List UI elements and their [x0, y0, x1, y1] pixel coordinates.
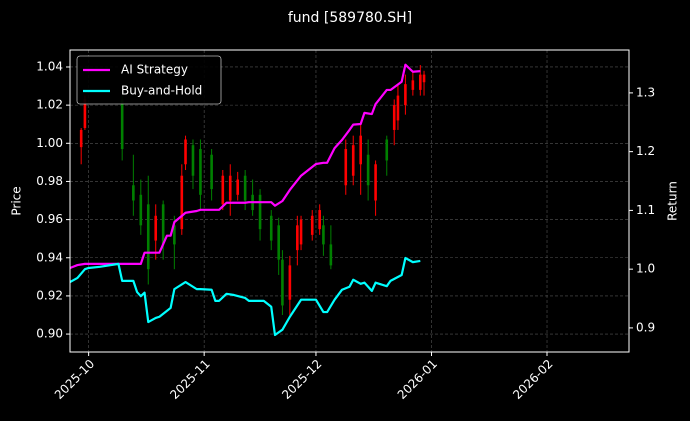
- candle-body: [184, 139, 187, 165]
- y2-tick-label: 1.2: [636, 144, 655, 158]
- candle-body: [329, 244, 333, 266]
- candle-body: [318, 210, 321, 230]
- candle-body: [404, 84, 407, 106]
- candle-body: [374, 164, 377, 201]
- candle-body: [385, 139, 389, 161]
- candle-body: [269, 215, 273, 241]
- y-tick-label: 1.00: [36, 136, 63, 150]
- series-line: [69, 256, 421, 337]
- candle-body: [146, 204, 150, 270]
- candle-body: [281, 259, 284, 306]
- y2-tick-label: 1.0: [636, 262, 655, 276]
- candle-body: [258, 194, 262, 230]
- candle-body: [310, 215, 314, 235]
- y2-axis-label: Return: [666, 181, 680, 221]
- y-tick-label: 0.92: [36, 288, 63, 302]
- y-tick-label: 1.04: [36, 59, 63, 73]
- candle-body: [351, 145, 355, 176]
- candle-body: [396, 95, 400, 121]
- y-tick-label: 0.96: [36, 212, 63, 226]
- legend-label: Buy-and-Hold: [121, 84, 202, 98]
- candle-body: [243, 175, 247, 201]
- candle-body: [236, 179, 239, 195]
- candle-body: [161, 204, 165, 245]
- y2-tick-label: 1.1: [636, 203, 655, 217]
- candle-body: [199, 149, 202, 195]
- candle-body: [139, 194, 143, 226]
- legend-box: [76, 55, 222, 105]
- candle-body: [296, 225, 299, 251]
- candle-body: [154, 215, 158, 241]
- y-tick-label: 0.94: [36, 250, 63, 264]
- y2-tick-label: 0.9: [636, 320, 655, 334]
- candle-body: [419, 74, 422, 90]
- candle-body: [180, 175, 184, 230]
- chart-title: fund [589780.SH]: [288, 10, 412, 26]
- candle-body: [322, 225, 325, 245]
- candle-body: [277, 225, 280, 260]
- legend: AI Strategy Buy-and-Hold: [76, 55, 222, 105]
- plot-frame: [69, 49, 630, 353]
- candle-body: [132, 185, 135, 201]
- candle-body: [392, 105, 396, 130]
- candle-body: [83, 99, 87, 129]
- series-line: [69, 63, 421, 270]
- candle-body: [422, 74, 426, 83]
- candle-body: [173, 225, 176, 245]
- candle-body: [79, 129, 83, 148]
- y-tick-label: 1.02: [36, 98, 63, 112]
- candle-body: [288, 265, 292, 300]
- y-tick-label: 0.98: [36, 174, 63, 188]
- y-axis-label: Price: [10, 186, 24, 215]
- candle-body: [344, 149, 348, 186]
- y-tick-label: 0.90: [36, 327, 63, 341]
- candle-body: [411, 80, 415, 90]
- legend-label: AI Strategy: [121, 63, 188, 77]
- candle-body: [120, 99, 124, 150]
- candle-body: [228, 175, 232, 201]
- candle-body: [366, 154, 370, 186]
- candle-body: [359, 135, 362, 165]
- y2-tick-label: 1.3: [636, 85, 655, 99]
- candle-body: [191, 145, 195, 176]
- candle-body: [221, 175, 225, 205]
- candle-body: [210, 154, 213, 190]
- candle-body: [299, 219, 303, 245]
